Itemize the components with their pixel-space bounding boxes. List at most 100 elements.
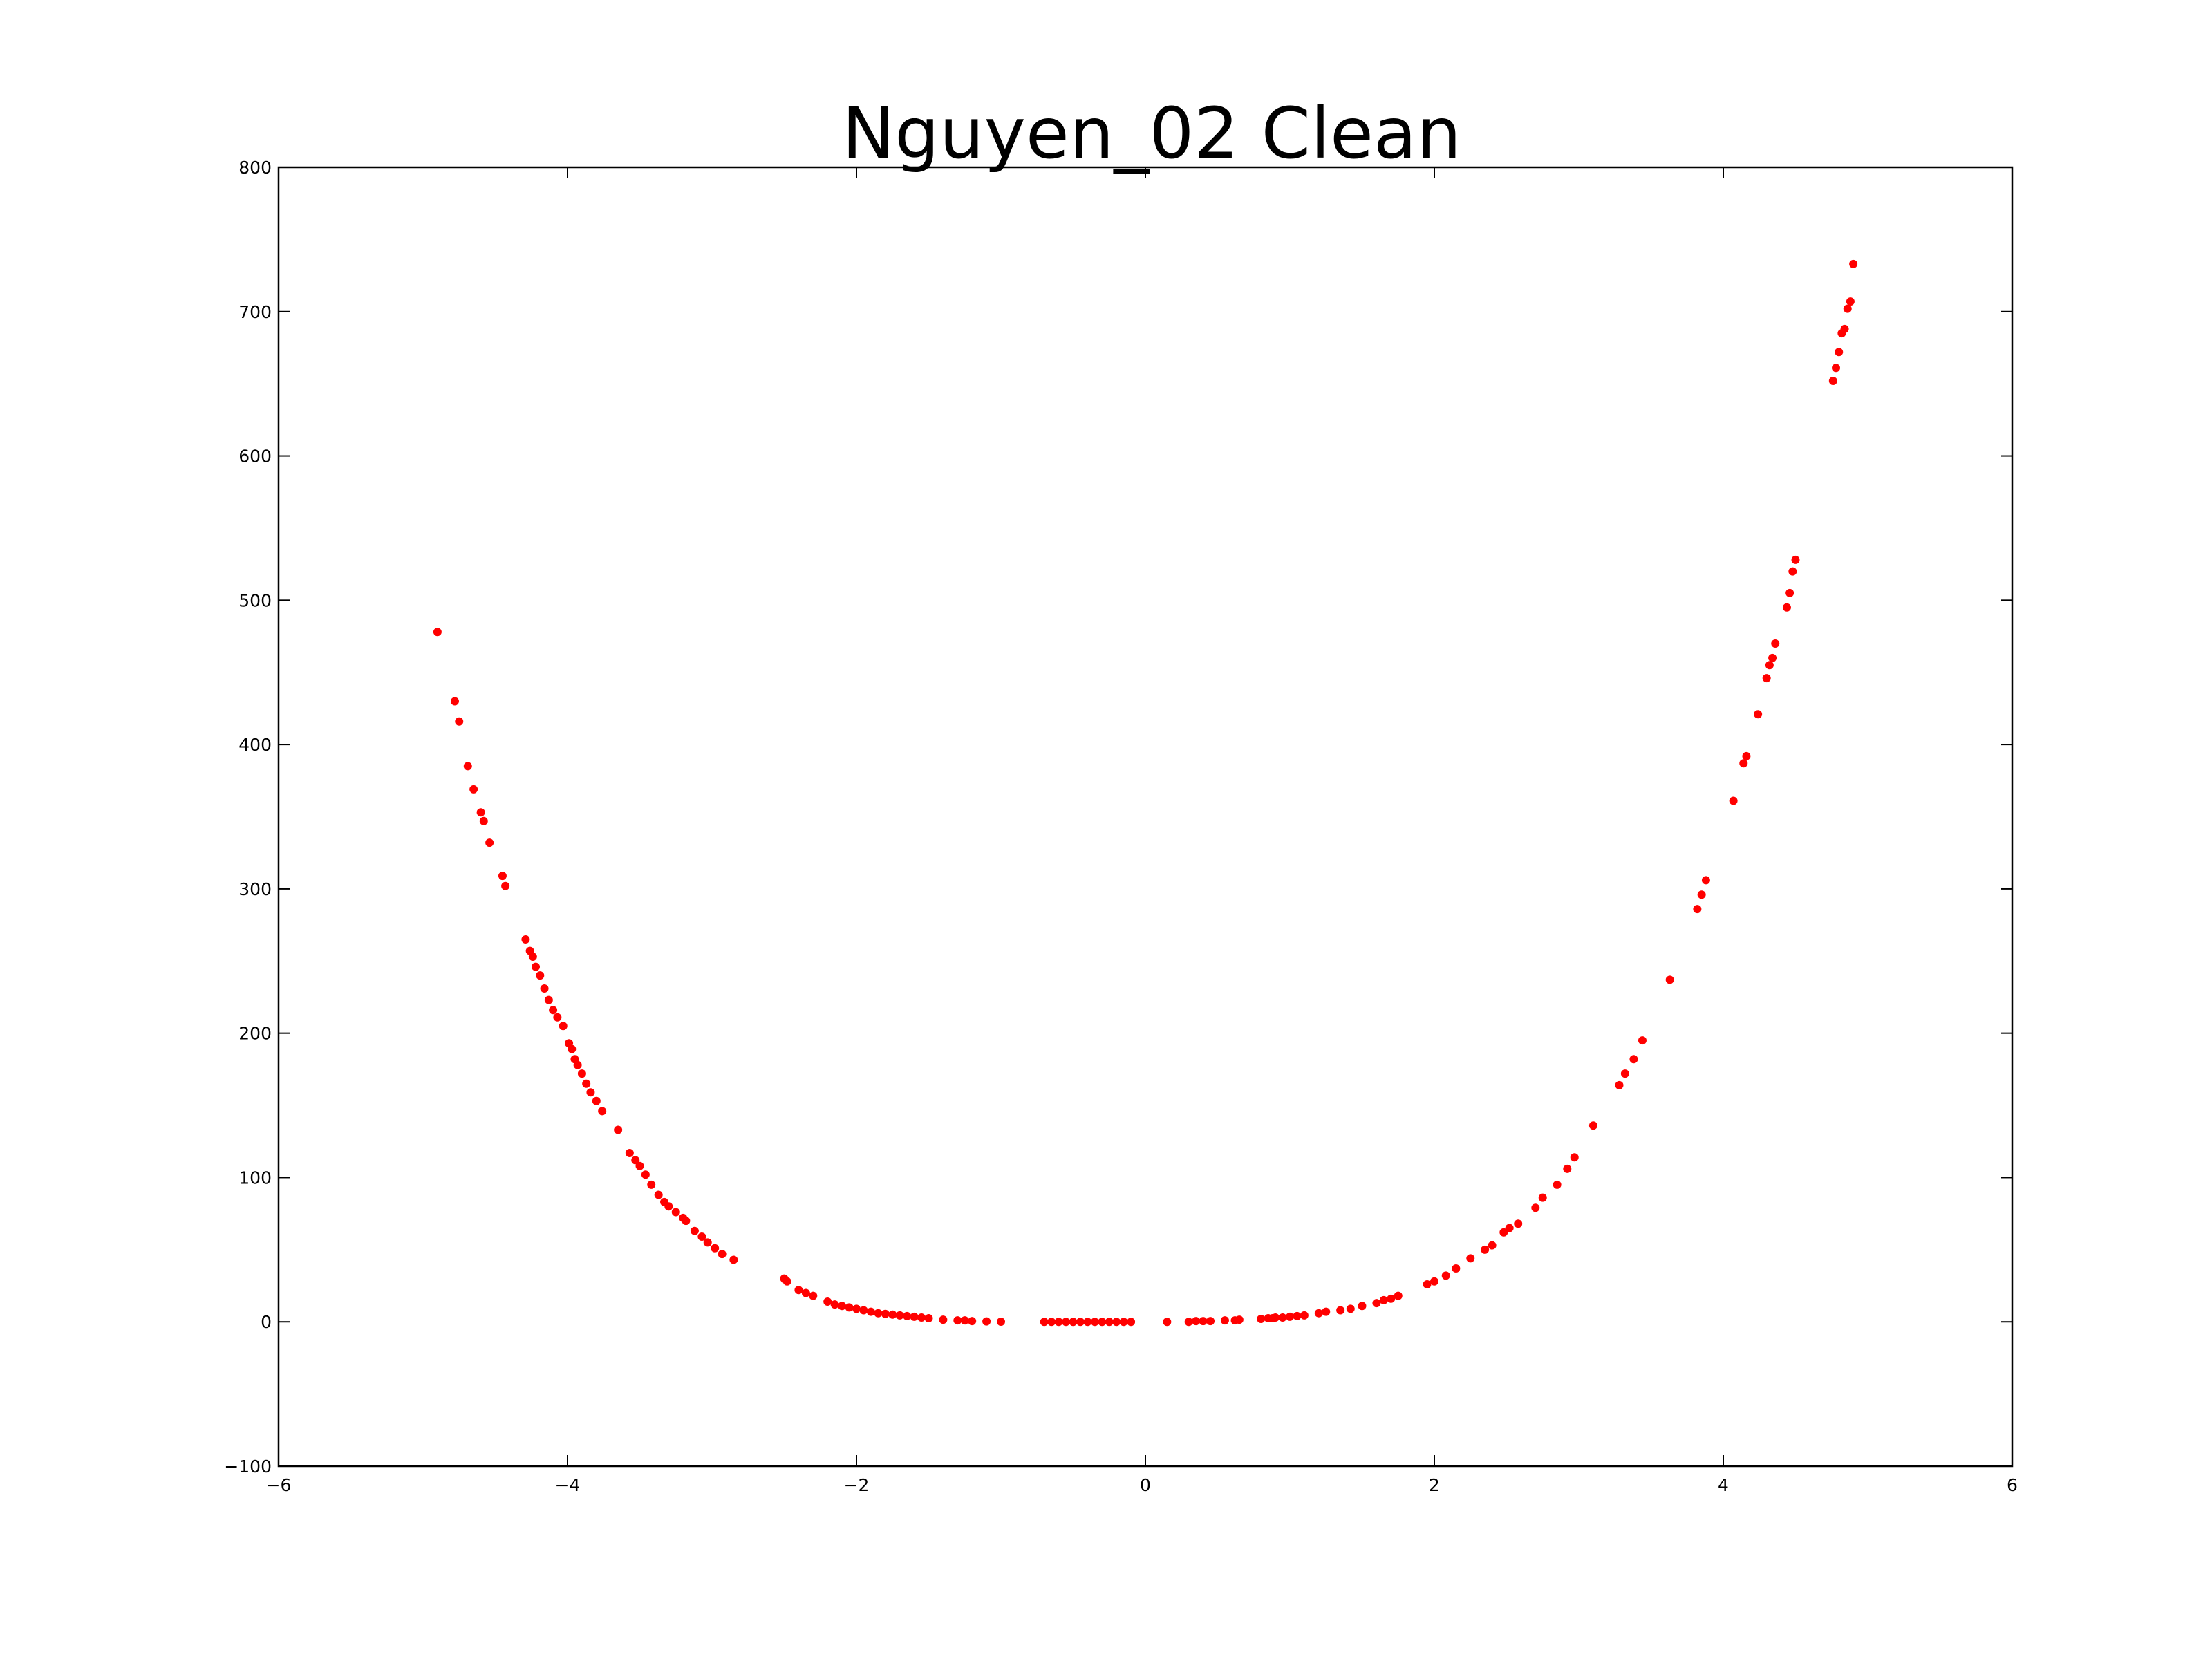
data-point (1119, 1318, 1128, 1327)
data-point (1531, 1203, 1540, 1212)
data-point (823, 1297, 832, 1306)
data-point (881, 1309, 890, 1318)
data-point (586, 1088, 595, 1097)
data-point (577, 1069, 586, 1078)
data-point (1047, 1318, 1056, 1327)
data-point (521, 935, 530, 944)
data-point (1127, 1318, 1136, 1327)
data-point (1754, 710, 1763, 719)
data-point (1278, 1313, 1287, 1322)
data-point (501, 881, 510, 890)
data-point (1729, 796, 1738, 805)
data-point (1040, 1318, 1049, 1327)
data-point (1846, 297, 1855, 306)
data-point (1293, 1311, 1302, 1320)
data-point (1771, 639, 1780, 648)
data-point (1206, 1317, 1215, 1326)
data-point (1235, 1315, 1244, 1324)
y-tick-label: 200 (238, 1024, 272, 1044)
data-point (1620, 1069, 1629, 1078)
data-point (1090, 1318, 1099, 1327)
data-point (635, 1161, 644, 1170)
data-point (910, 1312, 919, 1321)
data-point (1828, 376, 1837, 385)
data-point (852, 1304, 861, 1313)
data-point (903, 1311, 912, 1320)
data-point (544, 995, 553, 1004)
data-point (532, 962, 541, 971)
y-tick-label: 600 (238, 447, 272, 467)
data-point (682, 1217, 691, 1226)
data-point (1062, 1318, 1071, 1327)
data-point (794, 1286, 803, 1295)
data-point (1849, 259, 1858, 268)
data-point (1054, 1318, 1063, 1327)
data-point (1768, 653, 1777, 662)
data-point (1538, 1193, 1547, 1202)
data-point (1076, 1318, 1085, 1327)
data-point (711, 1244, 720, 1253)
data-point (1782, 603, 1791, 612)
data-point (592, 1096, 601, 1105)
data-point (960, 1316, 969, 1325)
data-point (1739, 759, 1748, 768)
data-point (1843, 304, 1852, 313)
data-point (450, 697, 459, 706)
data-point (703, 1238, 712, 1247)
data-point (625, 1148, 634, 1157)
data-point (476, 808, 485, 817)
data-point (895, 1311, 904, 1320)
y-tick-label: 100 (238, 1168, 272, 1188)
data-point (1372, 1299, 1381, 1308)
data-point (1441, 1271, 1450, 1280)
data-point (1505, 1224, 1514, 1232)
data-point (1423, 1280, 1432, 1288)
data-point (859, 1306, 868, 1315)
data-point (1563, 1164, 1572, 1173)
x-tick-label: 0 (1140, 1475, 1151, 1495)
data-point (866, 1307, 875, 1316)
data-point (1840, 324, 1849, 333)
data-point (1514, 1219, 1523, 1228)
y-tick-label: 300 (238, 879, 272, 899)
data-point (1588, 1121, 1597, 1130)
data-point (1379, 1295, 1388, 1304)
data-point (1271, 1313, 1280, 1322)
data-point (568, 1044, 577, 1053)
data-point (1570, 1153, 1579, 1162)
chart-title: Nguyen_02 Clean (842, 93, 1461, 175)
y-tick-label: 400 (238, 735, 272, 755)
plot-area: −6 −4 −2 0 2 4 6 −100 0 100 200 300 400 500 600 700 800 (224, 158, 2018, 1495)
data-point (1835, 348, 1844, 357)
data-point (968, 1317, 977, 1326)
data-point (874, 1309, 883, 1318)
data-point (982, 1317, 991, 1326)
x-tick-label: 6 (2007, 1475, 2018, 1495)
data-point (540, 984, 549, 993)
data-point (1430, 1277, 1438, 1286)
data-point (997, 1318, 1005, 1327)
x-tick-label: −2 (844, 1475, 870, 1495)
data-point (697, 1232, 706, 1241)
data-point (924, 1314, 933, 1323)
data-point (1322, 1307, 1331, 1316)
data-point (1112, 1318, 1121, 1327)
y-tick-label: 500 (238, 590, 272, 610)
data-point (1199, 1317, 1208, 1326)
data-point (1163, 1318, 1172, 1327)
data-point (573, 1060, 582, 1069)
data-point (801, 1288, 810, 1297)
data-point (469, 785, 478, 794)
data-point (536, 971, 545, 980)
data-point (917, 1313, 926, 1322)
data-point (1785, 588, 1794, 597)
data-point (549, 1006, 558, 1015)
data-point (582, 1079, 591, 1088)
data-point (1257, 1315, 1266, 1324)
data-point (559, 1022, 568, 1031)
data-point (463, 762, 472, 771)
data-point (830, 1300, 839, 1309)
y-tick-label: 700 (238, 302, 272, 322)
y-tick-label: 0 (261, 1312, 272, 1332)
